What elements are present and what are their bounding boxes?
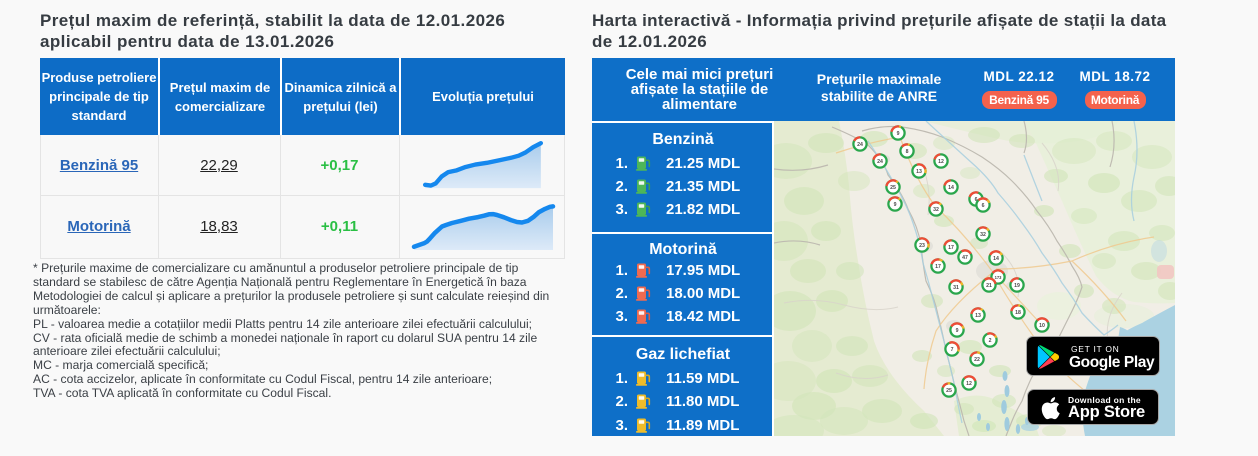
svg-text:7: 7: [951, 347, 954, 353]
svg-text:25: 25: [946, 388, 952, 394]
svg-text:173: 173: [995, 275, 1003, 280]
svg-text:32: 32: [933, 207, 939, 213]
svg-text:17: 17: [935, 264, 941, 270]
svg-text:14: 14: [948, 185, 954, 191]
svg-text:8: 8: [906, 149, 909, 155]
svg-text:14: 14: [993, 256, 999, 262]
svg-text:32: 32: [980, 232, 986, 238]
svg-text:24: 24: [877, 159, 883, 165]
svg-text:21: 21: [986, 283, 992, 289]
svg-text:23: 23: [919, 243, 925, 249]
svg-text:19: 19: [1014, 283, 1020, 289]
svg-text:18: 18: [1015, 310, 1021, 316]
svg-text:13: 13: [975, 313, 981, 319]
svg-text:12: 12: [966, 381, 972, 387]
svg-text:6: 6: [982, 203, 985, 209]
svg-text:9: 9: [897, 131, 900, 137]
svg-text:24: 24: [857, 142, 863, 148]
svg-text:25: 25: [890, 185, 896, 191]
svg-text:17: 17: [948, 245, 954, 251]
svg-text:47: 47: [962, 255, 968, 261]
svg-text:2: 2: [989, 338, 992, 344]
svg-text:9: 9: [894, 202, 897, 208]
svg-text:31: 31: [953, 285, 959, 291]
svg-text:10: 10: [1039, 323, 1045, 329]
svg-text:12: 12: [938, 159, 944, 165]
svg-text:22: 22: [974, 357, 980, 363]
svg-text:9: 9: [956, 328, 959, 334]
svg-text:6: 6: [975, 197, 978, 203]
svg-text:13: 13: [916, 169, 922, 175]
